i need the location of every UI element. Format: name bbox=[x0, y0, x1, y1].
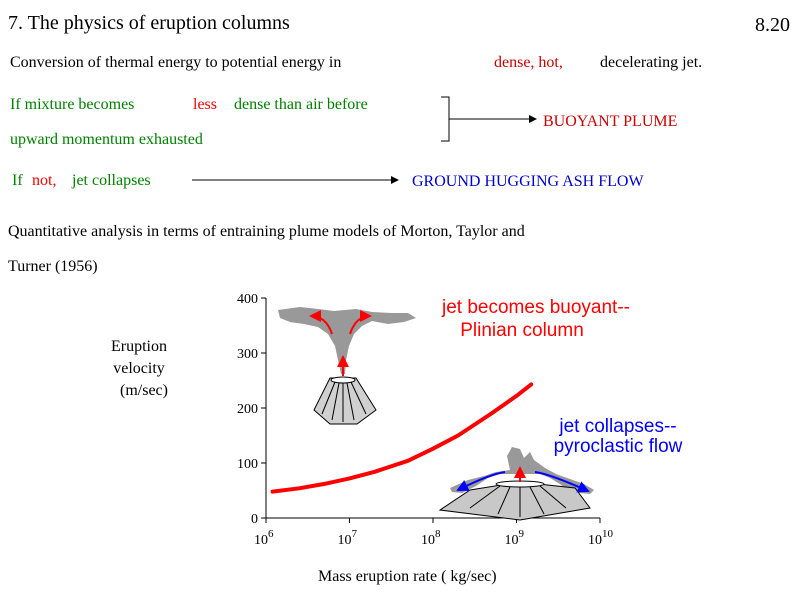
x-axis-label: Mass eruption rate ( kg/sec) bbox=[318, 568, 497, 585]
x-tick-label: 107 bbox=[338, 528, 358, 548]
annotation-buoyant-line-1: jet becomes buoyant-- bbox=[441, 297, 630, 318]
result-buoyant-plume: BUOYANT PLUME bbox=[543, 113, 678, 130]
y-axis-label-line-1: Eruption bbox=[110, 338, 167, 355]
y-tick-label: 0 bbox=[251, 512, 258, 527]
y-tick-label: 300 bbox=[237, 347, 258, 362]
slide-title: 7. The physics of eruption columns bbox=[8, 12, 290, 34]
plinian-column-volcano-icon bbox=[278, 307, 416, 425]
x-tick-label: 106 bbox=[254, 528, 274, 548]
y-axis-label-line-3: (m/sec) bbox=[120, 382, 168, 399]
condition-line-a: If mixture becomes bbox=[10, 96, 135, 113]
result-ash-flow: GROUND HUGGING ASH FLOW bbox=[412, 173, 644, 190]
else-line-c: jet collapses bbox=[72, 172, 151, 189]
x-tick-label: 1010 bbox=[588, 528, 614, 548]
condition-line-c: dense than air before bbox=[234, 96, 368, 113]
page-number: 8.20 bbox=[755, 14, 790, 36]
annotation-buoyant-line-2: Plinian column bbox=[460, 320, 584, 341]
y-ticks: 0 100 200 300 400 bbox=[237, 292, 266, 527]
x-ticks: 106 107 108 109 1010 bbox=[254, 518, 614, 548]
annotation-collapse-line-2: pyroclastic flow bbox=[554, 436, 683, 457]
else-line-a: If bbox=[12, 172, 23, 189]
else-line-b: not, bbox=[32, 172, 57, 189]
x-tick-label: 109 bbox=[505, 528, 525, 548]
condition-line-b: less bbox=[193, 96, 217, 113]
y-tick-label: 200 bbox=[237, 402, 258, 417]
x-tick-label: 108 bbox=[421, 528, 441, 548]
intro-line-c: decelerating jet. bbox=[600, 54, 703, 71]
series-line-eruption-velocity bbox=[270, 382, 534, 494]
y-tick-label: 400 bbox=[237, 292, 258, 307]
y-axis-label-line-2: velocity bbox=[113, 360, 165, 377]
collapsing-column-volcano-icon bbox=[438, 447, 594, 521]
y-axis-label: Eruption velocity (m/sec) bbox=[110, 336, 168, 402]
y-tick-label: 100 bbox=[237, 457, 258, 472]
bracket bbox=[441, 96, 450, 142]
annotation-collapse-line-1: jet collapses-- bbox=[558, 416, 676, 437]
paragraph-line-2: Turner (1956) bbox=[8, 258, 98, 275]
paragraph-line-1: Quantitative analysis in terms of entrai… bbox=[8, 223, 525, 240]
condition-line-2: upward momentum exhausted bbox=[10, 131, 203, 148]
intro-line-a: Conversion of thermal energy to potentia… bbox=[10, 54, 342, 71]
intro-line-b: dense, hot, bbox=[494, 54, 563, 71]
